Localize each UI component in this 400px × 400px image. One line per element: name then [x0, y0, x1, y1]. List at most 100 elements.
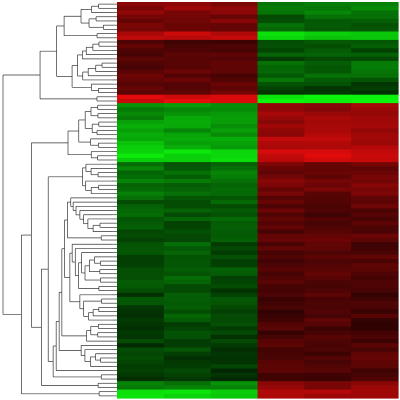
heatmap-cell — [210, 258, 259, 264]
heatmap-cell — [304, 111, 352, 117]
heatmap-cell — [117, 309, 165, 315]
heatmap-cell — [117, 103, 165, 108]
heatmap-cell — [304, 334, 352, 340]
heatmap-cell — [163, 334, 212, 340]
heatmap-cell — [163, 330, 212, 336]
heatmap-cell — [163, 250, 212, 256]
heatmap-cell — [210, 136, 259, 142]
heatmap-cell — [351, 204, 399, 210]
heatmap-cell — [117, 82, 165, 87]
heatmap-cell — [117, 381, 165, 386]
heatmap-cell — [351, 60, 399, 66]
heatmap-cell — [117, 187, 165, 193]
heatmap-cell — [257, 368, 305, 374]
heatmap-cell — [304, 60, 352, 66]
heatmap-cell — [117, 39, 165, 45]
heatmap-cell — [257, 334, 305, 340]
heatmap-cell — [351, 364, 399, 370]
heatmap-cell — [351, 191, 399, 197]
heatmap-cell — [257, 69, 305, 75]
heatmap-cell — [351, 157, 399, 163]
heatmap-cell — [304, 381, 352, 386]
heatmap-cell — [304, 271, 352, 277]
heatmap-cell — [304, 174, 352, 180]
heatmap-cell — [304, 221, 352, 226]
heatmap-cell — [117, 2, 165, 7]
heatmap-cell — [304, 385, 352, 391]
heatmap-cell — [117, 52, 165, 58]
heatmap-cell — [351, 229, 399, 235]
heatmap-cell — [304, 103, 352, 108]
heatmap-cell — [163, 237, 212, 243]
heatmap-cell — [117, 229, 165, 235]
heatmap-cell — [117, 136, 165, 142]
heatmap-cell — [351, 296, 399, 302]
heatmap-cell — [304, 132, 352, 138]
heatmap-cell — [210, 280, 259, 285]
heatmap-cell — [163, 296, 212, 302]
heatmap-cell — [163, 27, 212, 33]
heatmap-cell — [304, 237, 352, 243]
heatmap-cell — [210, 204, 259, 210]
heatmap-cell — [351, 35, 399, 41]
heatmap-cell — [210, 263, 259, 268]
heatmap-cell — [257, 183, 305, 188]
heatmap-cell — [257, 18, 305, 24]
heatmap-cell — [117, 65, 165, 70]
heatmap-cell — [210, 31, 259, 37]
heatmap-cell — [210, 372, 259, 378]
heatmap-cell — [117, 107, 165, 113]
heatmap-cell — [210, 119, 259, 125]
heatmap-cell — [163, 153, 212, 159]
heatmap-cell — [117, 334, 165, 340]
heatmap-cell — [163, 364, 212, 370]
heatmap-cell — [163, 258, 212, 264]
heatmap-cell — [351, 322, 399, 327]
heatmap-cell — [304, 2, 352, 7]
heatmap-cell — [210, 393, 259, 399]
heatmap-cell — [304, 393, 352, 399]
heatmap-cell — [351, 183, 399, 188]
heatmap-cell — [304, 90, 352, 96]
heatmap-cell — [117, 145, 165, 151]
heatmap-cell — [163, 14, 212, 20]
heatmap-cell — [117, 128, 165, 134]
heatmap-cell — [117, 368, 165, 374]
heatmap-cell — [257, 305, 305, 311]
heatmap-cell — [304, 65, 352, 70]
heatmap-cell — [257, 35, 305, 41]
heatmap-cell — [351, 221, 399, 226]
heatmap-cell — [304, 326, 352, 332]
heatmap-cell — [304, 275, 352, 281]
heatmap-cell — [163, 351, 212, 357]
heatmap-cell — [351, 250, 399, 256]
heatmap-cell — [210, 200, 259, 205]
heatmap-cell — [117, 94, 165, 100]
heatmap-cell — [117, 174, 165, 180]
heatmap-cell — [117, 284, 165, 290]
heatmap-cell — [117, 225, 165, 231]
heatmap-cell — [304, 364, 352, 370]
heatmap-cell — [117, 149, 165, 155]
heatmap-cell — [210, 330, 259, 336]
heatmap-cell — [163, 60, 212, 66]
heatmap-cell — [117, 347, 165, 353]
heatmap-cell — [257, 288, 305, 294]
heatmap-cell — [304, 292, 352, 298]
heatmap-cell — [210, 162, 259, 167]
heatmap-cell — [163, 174, 212, 180]
heatmap-cell — [210, 254, 259, 260]
heatmap-cell — [351, 271, 399, 277]
heatmap-cell — [304, 35, 352, 41]
heatmap-cell — [351, 263, 399, 268]
heatmap-cell — [163, 115, 212, 121]
heatmap-cell — [163, 221, 212, 226]
heatmap-cell — [351, 233, 399, 239]
heatmap-cell — [117, 393, 165, 399]
heatmap-cell — [210, 275, 259, 281]
heatmap-cell — [351, 288, 399, 294]
heatmap-cell — [117, 23, 165, 28]
heatmap-cell — [117, 258, 165, 264]
heatmap-cell — [257, 124, 305, 129]
